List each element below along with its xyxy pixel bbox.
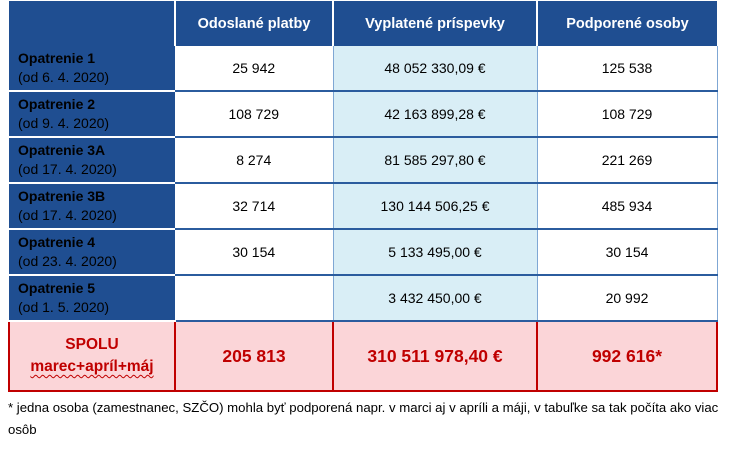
cell-osoby: 20 992 [537,275,718,322]
cell-prispevky: 42 163 899,28 € [333,91,538,138]
total-prispevky: 310 511 978,40 € [332,320,538,392]
total-label-title: SPOLU [65,336,119,353]
row-header: Opatrenie 1 (od 6. 4. 2020) [9,46,175,92]
total-label-period: marec+apríl+máj [30,358,154,375]
table-row: Opatrenie 4 (od 23. 4. 2020) 30 154 5 133… [9,229,718,276]
measure-name: Opatrenie 1 [18,50,96,66]
measure-name: Opatrenie 3B [18,188,106,204]
column-header-osoby: Podporené osoby [536,1,717,46]
measure-date: (od 9. 4. 2020) [18,115,110,131]
cell-osoby: 125 538 [537,46,718,92]
row-header: Opatrenie 2 (od 9. 4. 2020) [9,91,175,138]
cell-prispevky: 130 144 506,25 € [333,183,538,230]
measure-name: Opatrenie 3A [18,142,106,158]
measure-name: Opatrenie 4 [18,234,96,250]
cell-platby: 30 154 [175,229,334,276]
cell-platby: 32 714 [175,183,334,230]
row-header: Opatrenie 5 (od 1. 5. 2020) [9,275,175,322]
header-row: Odoslané platby Vyplatené príspevky Podp… [9,1,717,46]
cell-osoby: 221 269 [537,137,718,184]
total-label: SPOLU marec+apríl+máj [8,320,176,392]
column-header-platby: Odoslané platby [174,1,333,46]
cell-prispevky: 3 432 450,00 € [333,275,538,322]
column-header-prispevky: Vyplatené príspevky [332,1,537,46]
measure-date: (od 6. 4. 2020) [18,69,110,85]
measure-date: (od 1. 5. 2020) [18,299,110,315]
footnote: * jedna osoba (zamestnanec, SZČO) mohla … [8,400,719,437]
measure-name: Opatrenie 5 [18,280,96,296]
cell-prispevky: 81 585 297,80 € [333,137,538,184]
table-row: Opatrenie 1 (od 6. 4. 2020) 25 942 48 052… [9,46,718,92]
cell-osoby: 30 154 [537,229,718,276]
table-row: Opatrenie 5 (od 1. 5. 2020) 3 432 450,00 … [9,275,718,322]
table-row: Opatrenie 3B (od 17. 4. 2020) 32 714 130 … [9,183,718,230]
row-header: Opatrenie 3A (od 17. 4. 2020) [9,137,175,184]
table-row: Opatrenie 3A (od 17. 4. 2020) 8 274 81 58… [9,137,718,184]
total-platby: 205 813 [174,320,334,392]
measure-date: (od 23. 4. 2020) [18,253,117,269]
cell-platby: 108 729 [175,91,334,138]
measure-name: Opatrenie 2 [18,96,96,112]
table-row: Opatrenie 2 (od 9. 4. 2020) 108 729 42 16… [9,91,718,138]
payments-table: Odoslané platby Vyplatené príspevky Podp… [8,1,718,392]
total-row: SPOLU marec+apríl+máj 205 813 310 511 978… [8,320,718,392]
cell-osoby: 108 729 [537,91,718,138]
corner-cell [9,1,175,46]
cell-platby [175,275,334,322]
cell-platby: 8 274 [175,137,334,184]
cell-osoby: 485 934 [537,183,718,230]
row-header: Opatrenie 4 (od 23. 4. 2020) [9,229,175,276]
cell-platby: 25 942 [175,46,334,92]
total-osoby: 992 616* [536,320,718,392]
cell-prispevky: 48 052 330,09 € [333,46,538,92]
cell-prispevky: 5 133 495,00 € [333,229,538,276]
row-header: Opatrenie 3B (od 17. 4. 2020) [9,183,175,230]
measure-date: (od 17. 4. 2020) [18,161,117,177]
measure-date: (od 17. 4. 2020) [18,207,117,223]
